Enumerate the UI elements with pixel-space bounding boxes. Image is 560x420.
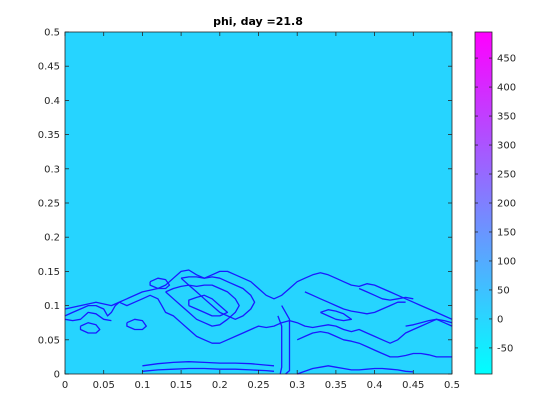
y-tick-label: 0.15 (38, 267, 60, 278)
y-tick-label: 0 (54, 370, 60, 381)
x-tick-label: 0.35 (325, 380, 347, 391)
y-tick-label: 0.4 (44, 96, 60, 107)
colorbar-tick-label: 450 (497, 54, 516, 65)
x-tick-label: 0.5 (444, 380, 460, 391)
y-tick-label: 0.2 (44, 233, 60, 244)
x-tick-label: 0.15 (170, 380, 192, 391)
colorbar-tick-label: 400 (497, 83, 516, 94)
x-tick-label: 0.05 (93, 380, 115, 391)
heatmap-field (65, 32, 452, 374)
x-tick-label: 0.2 (212, 380, 228, 391)
y-tick-label: 0.45 (38, 62, 60, 73)
x-tick-label: 0.1 (134, 380, 150, 391)
x-tick-label: 0.25 (247, 380, 269, 391)
colorbar-tick-label: 100 (497, 256, 516, 267)
y-tick-label: 0.1 (44, 301, 60, 312)
plot-area: 0 0.05 0.1 0.15 0.2 0.25 0.3 0.35 0.4 0.45 0.5 0 0.0… (38, 28, 460, 392)
y-tick-label: 0.3 (44, 164, 60, 175)
y-tick-label: 0.5 (44, 28, 60, 39)
colorbar-tick-label: 300 (497, 141, 516, 152)
y-tick-label: 0.05 (38, 335, 60, 346)
colorbar-tick-label: 200 (497, 199, 516, 210)
colorbar-tick-label: 250 (497, 170, 516, 181)
x-tick-label: 0.3 (289, 380, 305, 391)
colorbar-tick-label: 350 (497, 112, 516, 123)
x-tick-label: 0 (62, 380, 68, 391)
colorbar-tick-label: 0 (497, 314, 503, 325)
chart-title: phi, day =21.8 (213, 15, 303, 28)
colorbar-tick-label: -50 (497, 343, 513, 354)
colorbar-tick-label: 150 (497, 227, 516, 238)
y-tick-label: 0.35 (38, 130, 60, 141)
colorbar-tick-label: 50 (497, 285, 510, 296)
x-tick-label: 0.4 (367, 380, 383, 391)
x-tick-label: 0.45 (402, 380, 424, 391)
y-tick-label: 0.25 (38, 199, 60, 210)
